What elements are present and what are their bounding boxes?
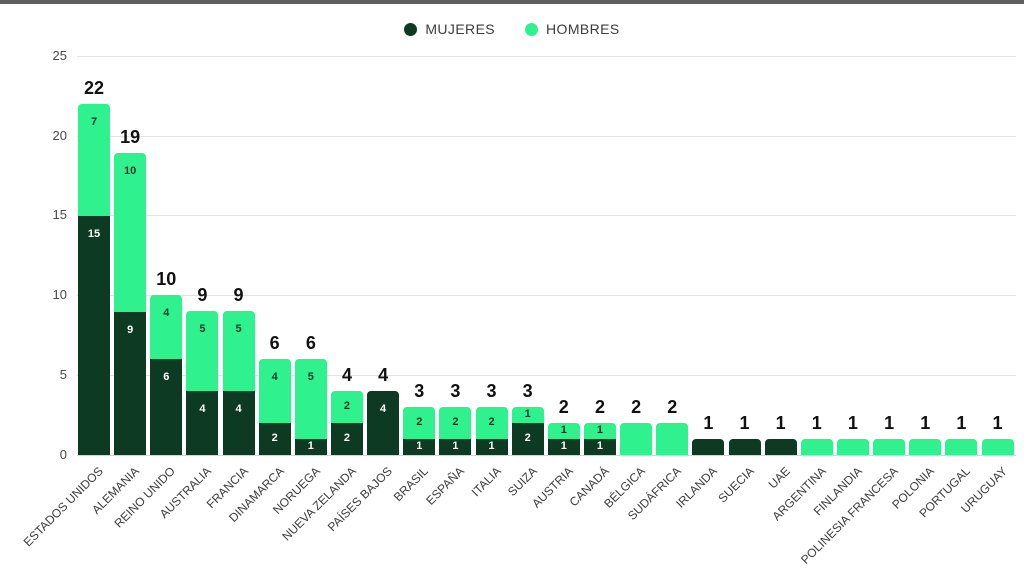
bar-total-label: 19	[120, 126, 141, 147]
y-axis-label: 0	[59, 446, 67, 462]
bar-segment-mujeres[interactable]	[367, 390, 400, 455]
bar-segment-mujeres[interactable]	[186, 390, 219, 455]
y-axis-label: 5	[59, 366, 67, 382]
bar-total-label: 2	[631, 396, 642, 417]
bar-segment-hombres[interactable]	[620, 422, 653, 455]
bar-segment-mujeres[interactable]	[439, 438, 472, 455]
bar-total-label: 3	[450, 380, 461, 401]
bar-total-label: 1	[992, 412, 1003, 433]
bar-segment-mujeres[interactable]	[150, 358, 183, 455]
bar-segment-mujeres[interactable]	[511, 422, 544, 455]
bar-segment-mujeres[interactable]	[728, 438, 761, 455]
bar-segment-hombres[interactable]	[873, 438, 906, 455]
bar-total-label: 1	[847, 412, 858, 433]
top-border-line	[0, 0, 1024, 4]
x-axis-label: UAE	[765, 464, 793, 492]
legend-label: MUJERES	[425, 21, 496, 37]
y-axis-label: 10	[52, 287, 67, 303]
bar-total-label: 2	[667, 396, 678, 417]
gridline-y5	[77, 374, 1016, 376]
bar-segment-mujeres[interactable]	[330, 422, 363, 455]
bar-segment-hombres[interactable]	[583, 422, 616, 439]
bar-segment-hombres[interactable]	[945, 438, 978, 455]
x-axis-label: SUIZA	[504, 464, 540, 499]
bar-total-label: 3	[414, 380, 425, 401]
bar-total-label: 1	[703, 412, 714, 433]
legend: MUJERES HOMBRES	[0, 21, 1024, 37]
bar-segment-hombres[interactable]	[836, 438, 869, 455]
bar-segment-hombres[interactable]	[909, 438, 942, 455]
bar-segment-mujeres[interactable]	[403, 438, 436, 455]
bar-segment-hombres[interactable]	[511, 406, 544, 423]
x-axis-label: ESPAÑA	[423, 464, 468, 508]
bar-total-label: 1	[739, 412, 750, 433]
legend-dot-icon	[404, 22, 418, 36]
bar-segment-hombres[interactable]	[981, 438, 1014, 455]
bar-segment-hombres[interactable]	[150, 294, 183, 359]
bar-segment-mujeres[interactable]	[764, 438, 797, 455]
bar-segment-hombres[interactable]	[547, 422, 580, 439]
bar-segment-hombres[interactable]	[294, 358, 327, 439]
bar-total-label: 2	[558, 396, 569, 417]
x-axis-label: PAÍSES BAJOS	[324, 464, 396, 535]
legend-label: HOMBRES	[546, 21, 620, 37]
legend-dot-icon	[525, 22, 539, 36]
x-axis-label: SUECIA	[714, 464, 757, 506]
gridline-y10	[77, 295, 1016, 297]
bar-segment-hombres[interactable]	[114, 152, 147, 312]
bar-total-label: 10	[156, 268, 177, 289]
bar-segment-hombres[interactable]	[222, 310, 255, 391]
bar-segment-mujeres[interactable]	[294, 438, 327, 455]
bar-total-label: 22	[83, 77, 105, 98]
y-axis-label: 20	[52, 127, 67, 143]
bar-segment-mujeres[interactable]	[258, 422, 291, 455]
bar-total-label: 6	[305, 332, 316, 353]
legend-item-mujeres[interactable]: MUJERES	[404, 21, 495, 37]
gridline-y0	[77, 454, 1016, 456]
bar-segment-hombres[interactable]	[475, 406, 508, 439]
gridline-y15	[77, 215, 1016, 217]
x-axis-label: ITALIA	[468, 464, 504, 500]
bar-total-label: 3	[486, 380, 497, 401]
bar-segment-hombres[interactable]	[186, 310, 219, 391]
bar-segment-hombres[interactable]	[439, 406, 472, 439]
y-axis-label: 15	[52, 207, 67, 223]
bar-total-label: 1	[811, 412, 822, 433]
bar-total-label: 2	[594, 396, 605, 417]
bar-segment-hombres[interactable]	[258, 358, 291, 423]
y-axis-label: 25	[52, 48, 67, 63]
bar-segment-mujeres[interactable]	[78, 215, 110, 455]
legend-item-hombres[interactable]: HOMBRES	[525, 21, 620, 37]
bar-segment-hombres[interactable]	[656, 422, 689, 455]
bar-segment-mujeres[interactable]	[583, 438, 616, 455]
bar-segment-hombres[interactable]	[78, 103, 110, 216]
bar-total-label: 6	[269, 332, 280, 353]
bar-segment-mujeres[interactable]	[114, 311, 147, 455]
gridline-y25	[77, 56, 1016, 57]
bar-segment-hombres[interactable]	[800, 438, 833, 455]
bar-segment-mujeres[interactable]	[222, 390, 255, 455]
gridline-y20	[77, 135, 1016, 137]
bar-segment-hombres[interactable]	[330, 390, 363, 423]
bar-total-label: 1	[956, 412, 967, 433]
bar-segment-mujeres[interactable]	[692, 438, 725, 455]
bar-segment-mujeres[interactable]	[475, 438, 508, 455]
bar-total-label: 1	[775, 412, 786, 433]
bar-total-label: 1	[884, 412, 895, 433]
bar-segment-hombres[interactable]	[403, 406, 436, 439]
bar-segment-mujeres[interactable]	[547, 438, 580, 455]
bar-total-label: 3	[522, 380, 533, 401]
bar-total-label: 1	[920, 412, 931, 433]
